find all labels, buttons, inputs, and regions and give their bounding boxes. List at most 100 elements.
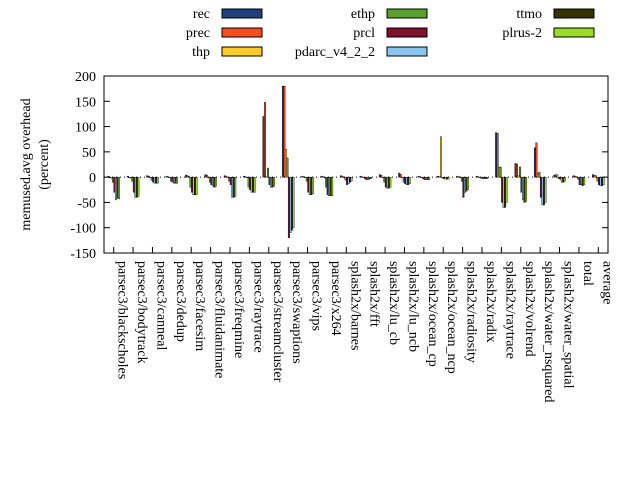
bar-prcl-parsec3/blackscholes [113,176,116,193]
bar-thp-splash2x/volrend [517,175,520,178]
bar-ttmo-parsec3/fluidanimate [213,176,216,188]
y-tick-label: 0 [89,171,96,186]
legend-swatch-ethp [386,8,428,19]
bar-thp-parsec3/raytrace [246,176,249,178]
bar-prec-parsec3/swaptions [283,85,286,178]
bar-rec-parsec3/swaptions [281,85,284,178]
x-tick-label: splash2x/lu_ncb [405,261,420,352]
bar-plrus-2-average [602,176,605,185]
legend-label-pdarc_v4_2_2: pdarc_v4_2_2 [295,45,375,60]
bar-thp-parsec3/streamcluster [265,176,268,178]
bar-prcl-splash2x/radiosity [462,176,465,198]
x-tick-label: parsec3/vips [309,261,324,331]
x-tick-label: parsec3/canneal [153,261,168,350]
x-tick-label: splash2x/lu_cb [386,261,401,345]
bar-prcl-parsec3/vips [307,176,310,193]
bar-plrus-2-splash2x/lu_cb [389,176,392,188]
legend-label-rec: rec [193,7,210,22]
bar-pdarc_v4_2_2-parsec3/freqmine [231,176,234,198]
x-tick-label: parsec3/streamcluster [270,261,285,383]
x-tick-label: parsec3/dedup [173,261,188,342]
bar-pdarc_v4_2_2-parsec3/fluidanimate [211,176,214,187]
bar-plrus-2-parsec3/bodytrack [137,176,140,197]
bar-plrus-2-total [583,176,586,185]
bar-plrus-2-parsec3/fluidanimate [214,176,217,187]
bar-plrus-2-parsec3/swaptions [292,176,295,228]
bar-plrus-2-parsec3/raytrace [253,176,256,193]
y-tick-label: 150 [75,95,96,110]
bar-plrus-2-splash2x/ocean_cp [428,176,431,180]
bar-rec-splash2x/ocean_cp [417,175,420,178]
bar-ttmo-parsec3/raytrace [252,176,255,193]
bar-prcl-splash2x/lu_ncb [404,176,407,184]
bar-ethp-parsec3/facesim [189,176,192,188]
bar-rec-parsec3/vips [301,175,304,178]
bar-ethp-splash2x/volrend [519,166,521,178]
bar-ethp-parsec3/raytrace [247,176,250,188]
bar-prec-average [593,174,596,178]
x-tick-label: parsec3/freqmine [231,261,246,358]
plot-frame [103,75,609,254]
bar-prcl-parsec3/swaptions [287,176,290,239]
bar-ttmo-parsec3/vips [310,176,313,196]
bar-ttmo-splash2x/lu_cb [387,176,390,189]
y-tick-label: -150 [70,247,96,262]
bar-ttmo-average [601,176,604,186]
y-tick-label: 100 [75,121,96,136]
bar-prec-splash2x/radix [477,176,480,178]
bar-plrus-2-parsec3/vips [311,176,314,195]
bar-ttmo-splash2x/ocean_ncp [446,176,448,180]
legend-swatch-prcl [386,27,428,38]
bar-plrus-2-parsec3/streamcluster [273,176,275,187]
bar-ethp-parsec3/swaptions [286,157,289,178]
bar-rec-splash2x/water_spatial [553,174,556,178]
bar-plrus-2-parsec3/freqmine [234,176,237,197]
legend-swatch-thp [221,46,263,57]
x-tick-label: parsec3/fluidanimate [212,261,227,378]
bar-rec-splash2x/volrend [514,163,517,178]
bar-prec-parsec3/freqmine [225,175,228,178]
x-tick-label: parsec3/raytrace [250,261,265,353]
bar-pdarc_v4_2_2-average [599,176,602,186]
bar-plrus-2-splash2x/water_spatial [563,176,566,182]
bar-plrus-2-parsec3/blackscholes [117,176,120,200]
x-tick-label: splash2x/barnes [347,261,362,350]
bar-ttmo-splash2x/radiosity [465,176,468,192]
bar-ttmo-splash2x/radix [484,176,487,179]
bar-ethp-splash2x/raytrace [499,166,502,178]
bar-prcl-splash2x/barnes [346,176,349,185]
x-tick-label: parsec3/blackscholes [115,261,130,379]
x-tick-label: splash2x/volrend [522,261,537,357]
bar-prcl-parsec3/bodytrack [132,176,135,193]
bar-pdarc_v4_2_2-splash2x/water_nsquared [541,176,544,206]
bars [107,85,605,239]
bar-rec-splash2x/lu_ncb [398,172,401,178]
bar-ethp-splash2x/water_nsquared [538,171,541,178]
x-tick-label: average [599,261,614,305]
bar-plrus-2-splash2x/fft [369,176,372,179]
bar-pdarc_v4_2_2-total [580,176,583,185]
bar-prcl-average [598,176,601,185]
bar-ttmo-splash2x/barnes [349,176,352,183]
y-axis-label: memused.avg overhead (percent) [19,98,52,230]
y-tick-label: -50 [77,196,96,211]
legend: rec prec thp ethp prcl pdarc_v4_2_2 ttmo plrus-… [186,7,595,60]
bar-prcl-splash2x/volrend [520,176,523,193]
bar-plrus-2-splash2x/water_nsquared [544,176,547,203]
x-tick-label: splash2x/ocean_cp [425,261,440,367]
bar-plrus-2-splash2x/lu_ncb [408,176,411,184]
bar-pdarc_v4_2_2-parsec3/swaptions [289,176,292,233]
bar-rec-parsec3/facesim [185,174,187,178]
bar-ttmo-parsec3/canneal [155,176,158,184]
bar-ttmo-parsec3/streamcluster [271,176,274,188]
bar-prcl-parsec3/raytrace [249,176,252,190]
legend-label-prec: prec [186,26,210,41]
bar-pdarc_v4_2_2-splash2x/raytrace [502,176,505,208]
bar-rec-total [572,175,575,178]
bar-rec-parsec3/x264 [320,175,323,178]
bar-prec-total [574,175,577,178]
bar-ttmo-parsec3/x264 [329,176,332,197]
legend-swatch-pdarc_v4_2_2 [386,46,428,57]
bar-thp-parsec3/swaptions [284,149,287,178]
bar-prec-parsec3/raytrace [244,176,247,178]
